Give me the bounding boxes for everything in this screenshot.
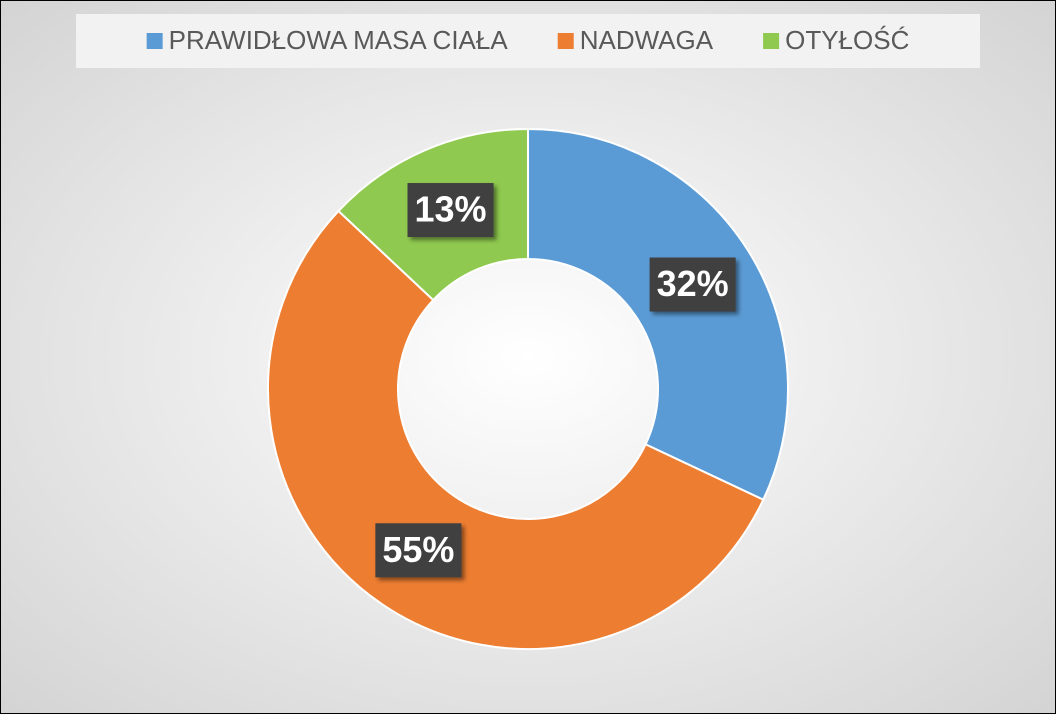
- legend-item: PRAWIDŁOWA MASA CIAŁA: [146, 25, 509, 55]
- data-label: 13%: [415, 189, 487, 230]
- legend-label: NADWAGA: [580, 25, 714, 55]
- data-label-box: [375, 523, 462, 578]
- plot: 32% 55% 13%: [267, 127, 789, 650]
- legend-swatch: [557, 33, 574, 49]
- legend: PRAWIDŁOWA MASA CIAŁA NADWAGA OTYŁOŚĆ: [146, 25, 909, 55]
- data-label-box: [649, 257, 736, 312]
- legend-band: [76, 14, 980, 68]
- data-label: 32%: [657, 263, 729, 304]
- legend-item: OTYŁOŚĆ: [763, 25, 909, 55]
- legend-swatch: [763, 33, 780, 49]
- legend-label: PRAWIDŁOWA MASA CIAŁA: [169, 25, 509, 55]
- data-label: 55%: [382, 529, 454, 570]
- legend-item: NADWAGA: [557, 25, 714, 55]
- data-label-box: [407, 183, 494, 238]
- legend-swatch: [146, 33, 163, 49]
- donut-segment: [527, 127, 789, 502]
- legend-label: OTYŁOŚĆ: [785, 25, 909, 55]
